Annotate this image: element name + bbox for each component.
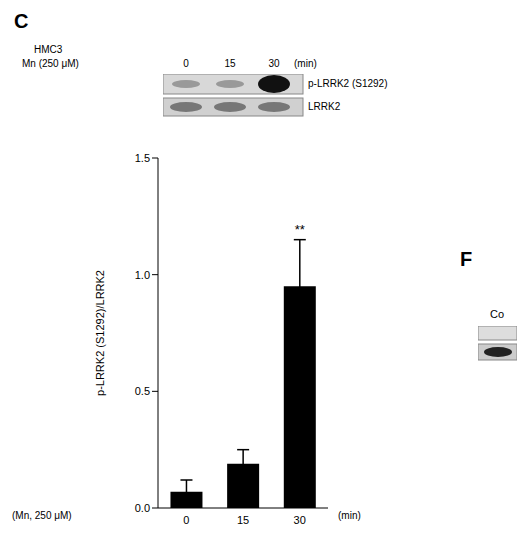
svg-text:30: 30 [294,514,306,526]
svg-text:0.5: 0.5 [135,385,150,397]
html-text:(Mn, 250 μM): (Mn, 250 μM) [12,510,72,521]
html-text:(min): (min) [338,510,361,521]
svg-text:p-LRRK2 (S1292)/LRRK2: p-LRRK2 (S1292)/LRRK2 [94,270,106,396]
svg-text:1.5: 1.5 [135,152,150,164]
svg-text:0: 0 [183,514,189,526]
html-text:Co: Co [490,308,505,320]
svg-text:**: ** [295,222,305,237]
svg-text:1.0: 1.0 [135,269,150,281]
html-text:15: 15 [224,58,236,69]
html-text:HMC3: HMC3 [34,44,63,55]
svg-text:15: 15 [237,514,249,526]
html-text:30: 30 [268,58,280,69]
html-text:Mn (250 μM): Mn (250 μM) [22,58,79,69]
html-text:LRRK2: LRRK2 [308,101,341,112]
html-text:(min): (min) [294,58,317,69]
svg-text:0.0: 0.0 [135,502,150,514]
html-text:F: F [460,248,473,270]
html-text:0: 0 [183,58,189,69]
html-text:C: C [14,10,29,32]
html-text:p-LRRK2 (S1292): p-LRRK2 (S1292) [308,78,388,89]
